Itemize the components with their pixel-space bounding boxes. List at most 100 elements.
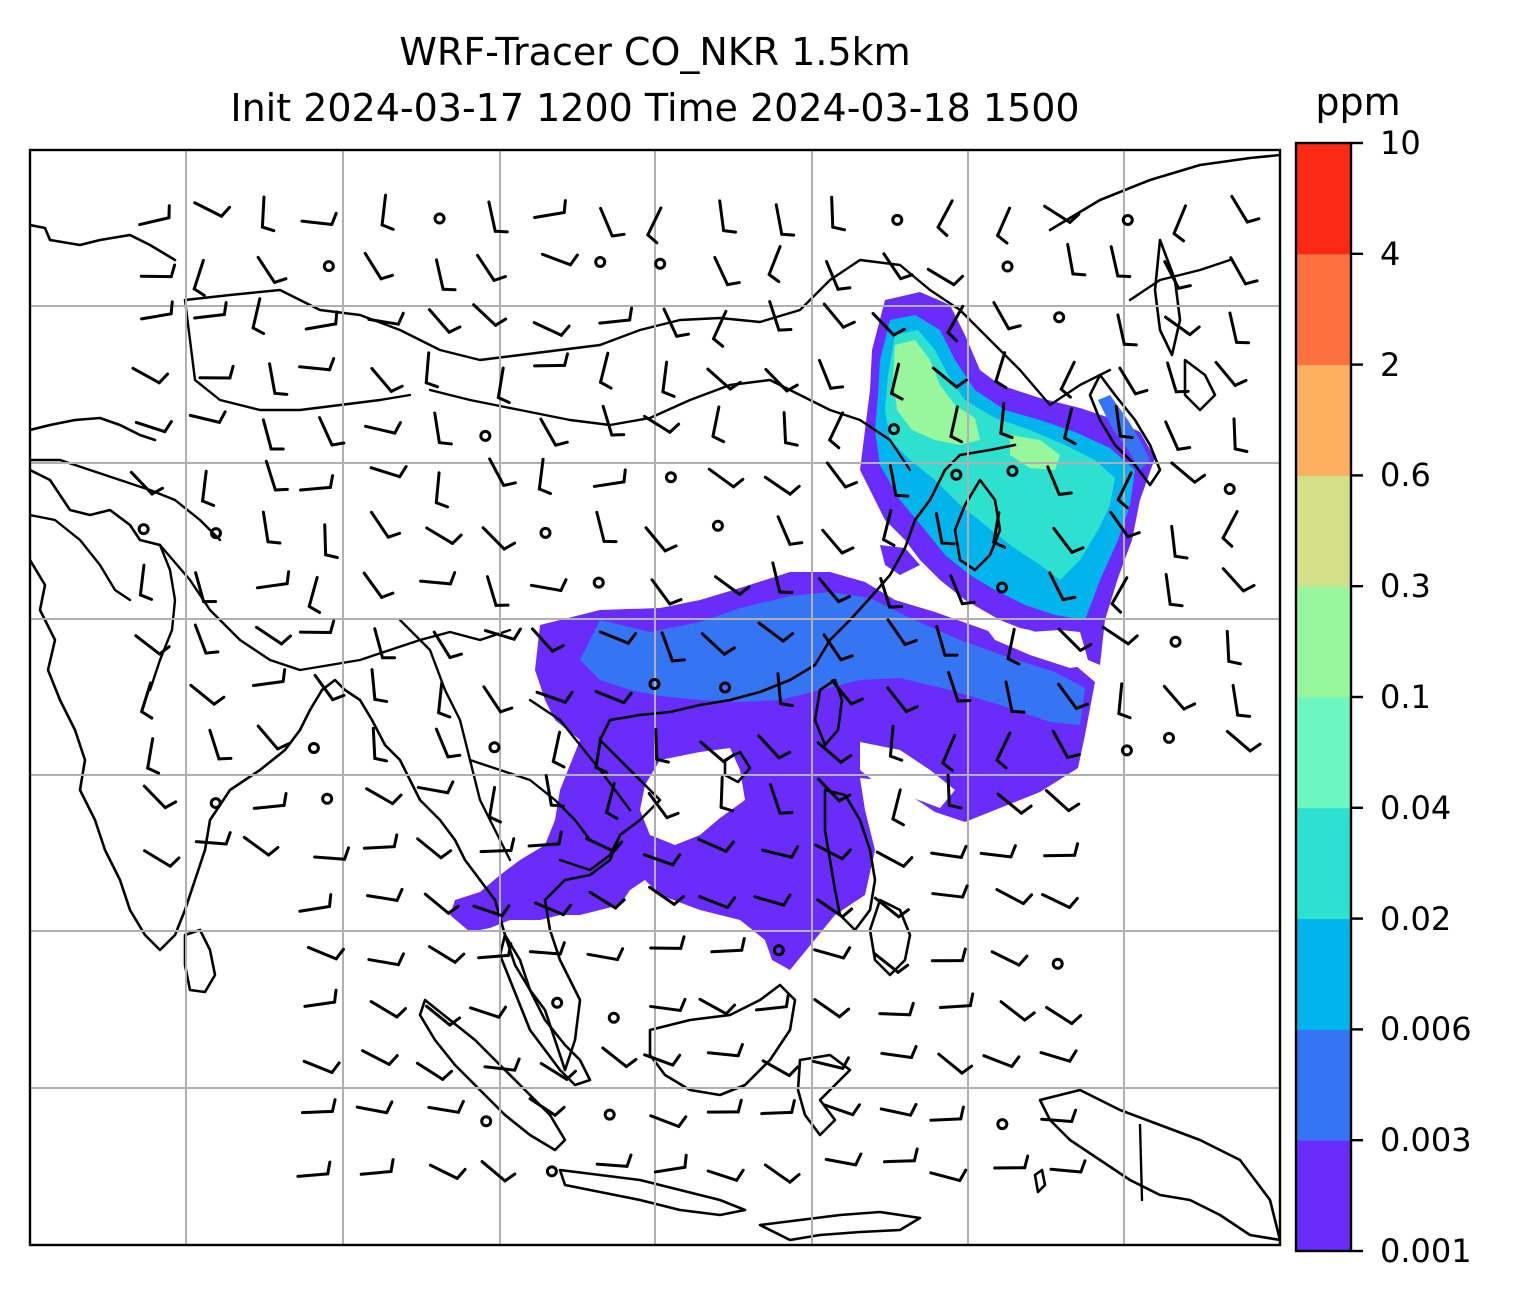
wind-barb [313,846,351,861]
wind-barb [825,260,852,291]
calm-wind-marker [1053,311,1066,324]
wind-barb [551,730,566,769]
wind-barb [425,1004,462,1027]
wind-barb [646,206,663,245]
wind-barb [588,890,626,910]
wind-barb [307,575,322,614]
wind-barb [1118,366,1149,396]
wind-barb [592,468,627,488]
calm-wind-marker [1121,213,1134,226]
wind-barb [427,308,462,334]
wind-barb [129,470,165,496]
wind-barb [776,672,794,708]
wind-barb [369,1000,407,1019]
wind-barb [261,418,285,451]
wind-barb [255,570,291,590]
wind-barb [653,1153,688,1174]
wind-barb [605,781,619,820]
calm-wind-marker [1223,482,1236,495]
wind-barb [140,300,174,321]
map-frame [28,148,1282,1247]
wind-barb [992,301,1022,331]
calm-wind-marker [594,255,607,268]
wind-barb [936,199,954,238]
wind-barb [1066,242,1087,277]
wind-barb [648,885,685,906]
wind-barb [719,775,735,813]
calm-wind-marker [654,257,667,270]
wind-barb [599,630,638,645]
plume-hole-sea [980,620,1090,668]
wind-barb [890,362,904,401]
plume-hole-gulf [640,748,745,845]
wind-barb [437,681,452,719]
wind-barb [416,837,453,860]
wind-barb [367,952,405,967]
wind-barb [935,624,959,657]
wind-barb [774,203,796,237]
calm-wind-marker [1163,731,1176,744]
wind-barb [423,892,460,915]
wind-barb [1170,524,1189,560]
wind-barb [1004,680,1026,714]
wind-barb [1225,729,1262,753]
sumatra [418,998,567,1152]
wind-barb [697,837,736,853]
plume-korea-green [1010,435,1060,470]
wind-barb [931,366,968,389]
wind-barb [714,575,751,596]
wind-barb [480,1160,517,1183]
border-pacific-right [1138,1123,1144,1202]
wind-barb [369,465,408,479]
wind-barb [654,727,670,764]
wind-barb [650,578,683,606]
wind-barb [1225,629,1243,666]
wind-barb [419,571,457,586]
wind-barb [134,420,173,434]
calm-wind-marker [664,471,677,484]
calm-wind-marker [433,212,446,225]
border-iran [30,513,132,602]
wind-barb [370,668,389,703]
wind-barbs [129,193,1262,1184]
wind-barb [365,787,403,806]
wind-barb [1214,360,1248,387]
wind-barb [428,945,466,964]
wind-barb [812,1056,850,1070]
wind-barb [302,1059,341,1075]
calm-wind-marker [209,527,222,540]
wind-barb [363,251,395,281]
calm-wind-marker [480,1115,493,1128]
wind-barb [189,683,226,706]
wind-barb [1049,1159,1087,1174]
wind-barb [365,887,404,902]
wind-barb [1044,789,1081,813]
wind-barb [878,1001,915,1017]
wind-barb [298,893,333,913]
wind-barb [816,898,854,919]
timor-bit [1033,1168,1047,1194]
wind-barb [298,357,336,372]
wind-barb [995,888,1034,906]
wind-barb [817,577,852,604]
wind-barb [699,740,736,764]
calm-wind-marker [711,519,724,532]
wind-barb [416,780,455,795]
calm-wind-marker [603,1108,616,1121]
wind-barb [1048,571,1077,602]
wind-barb [533,199,567,219]
wind-barb [251,668,287,688]
wind-barb [661,360,676,398]
wind-barb [361,1049,399,1066]
persian-gulf [30,468,162,547]
wind-barb [599,206,626,238]
wind-barb [813,998,851,1019]
wind-barb [369,510,402,539]
wind-barb [1164,315,1201,337]
wind-barb [782,411,799,447]
wind-barb [662,307,691,338]
wind-barb [528,1097,566,1117]
wind-barb [481,526,517,551]
wind-barb [1101,625,1139,646]
wind-barb [477,942,513,960]
